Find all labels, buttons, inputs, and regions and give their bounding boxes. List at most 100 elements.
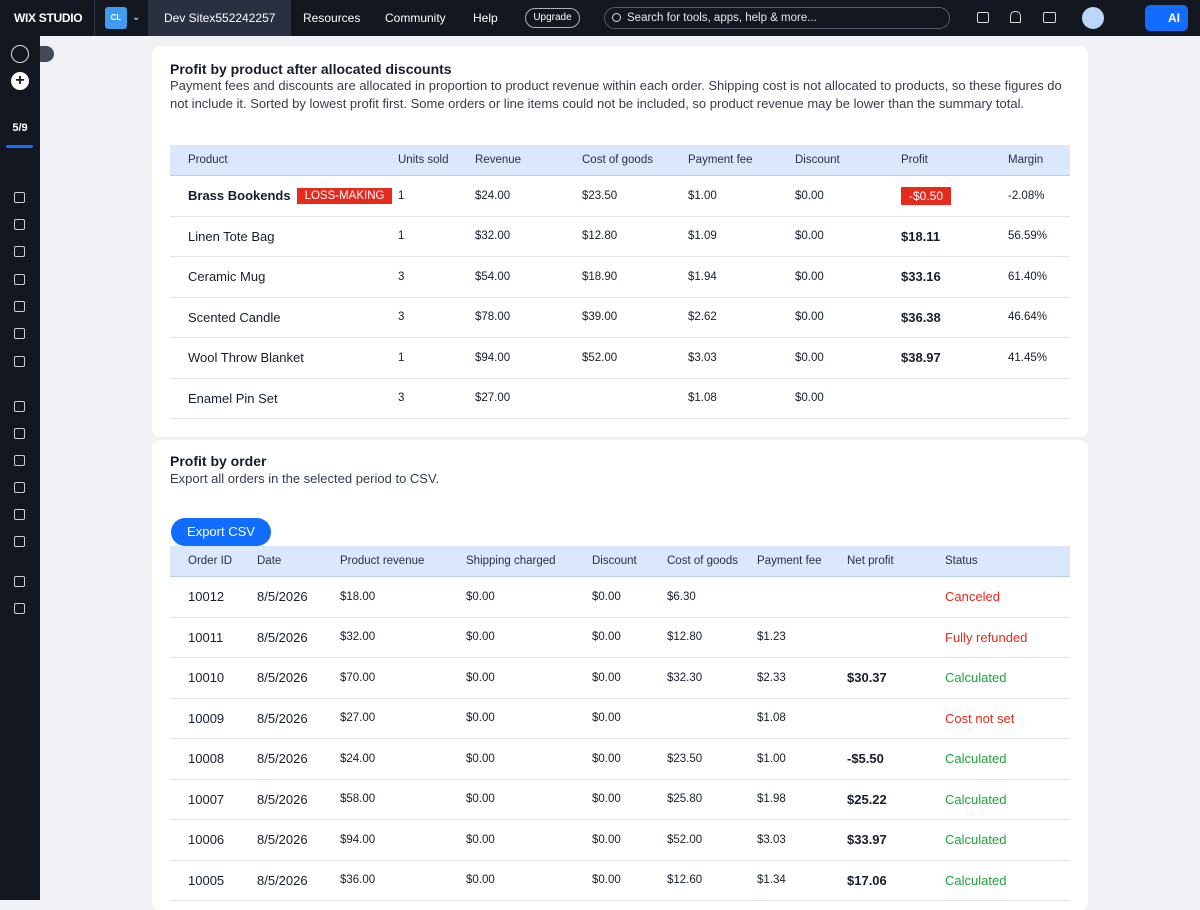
nav-item[interactable]: Resources <box>303 11 361 25</box>
table-cell: $52.00 <box>582 338 617 378</box>
table-cell: $12.60 <box>667 861 702 901</box>
table-cell: $23.50 <box>582 176 617 216</box>
upgrade-button[interactable]: Upgrade <box>525 8 580 28</box>
brand[interactable]: WIX STUDIO <box>14 11 83 25</box>
table-cell: 10010 <box>188 658 224 698</box>
nav-item[interactable]: Help <box>473 11 498 25</box>
table-row: Ceramic Mug 3 $54.00 $18.90 $1.94 $0.00 $33.16… <box>170 257 1070 298</box>
nav-icon[interactable] <box>14 455 25 466</box>
cell-text: 8/5/2026 <box>257 670 308 686</box>
cell-text: $25.22 <box>847 791 887 807</box>
table-cell: $24.00 <box>475 176 510 216</box>
ai-button[interactable]: AI <box>1145 5 1188 31</box>
column-header: Product <box>188 154 228 166</box>
nav-icon[interactable] <box>14 509 25 520</box>
search-icon <box>612 13 621 22</box>
cell-text: 10005 <box>188 872 225 888</box>
avatar[interactable] <box>1082 7 1104 29</box>
table-cell: $0.00 <box>795 176 824 216</box>
column-header: Cost of goods <box>667 555 738 567</box>
cell-text: 8/5/2026 <box>257 629 308 645</box>
table-cell: $27.00 <box>475 379 510 419</box>
nav-icon[interactable] <box>14 482 25 493</box>
table-cell: Brass Bookends LOSS-MAKING <box>188 176 393 216</box>
bell-icon[interactable] <box>1010 11 1021 23</box>
table-cell: $1.00 <box>688 176 717 216</box>
cell-text: $38.97 <box>901 350 941 366</box>
search-box[interactable]: Search for tools, apps, help & more... <box>604 7 950 29</box>
nav-icon[interactable] <box>14 428 25 439</box>
cell-text: $2.62 <box>688 311 717 324</box>
table-cell: $94.00 <box>340 820 375 860</box>
table-cell: $36.38 <box>901 298 941 338</box>
table-cell: $0.00 <box>592 577 621 617</box>
news-icon[interactable] <box>1043 12 1056 23</box>
table-cell: $3.03 <box>688 338 717 378</box>
table-cell: $6.30 <box>667 577 696 617</box>
nav-icon[interactable] <box>14 536 25 547</box>
site-badge[interactable]: CL <box>105 7 127 29</box>
cell-text: 10011 <box>188 629 224 645</box>
cell-text: 10009 <box>188 710 225 726</box>
table-header: Order ID Date Product revenue Shipping char… <box>170 546 1070 577</box>
favorite-button[interactable] <box>11 45 29 63</box>
table-cell: $1.98 <box>757 780 786 820</box>
cell-text: $1.23 <box>757 631 786 644</box>
table-cell: $1.23 <box>757 618 786 658</box>
table-cell: $0.00 <box>466 861 495 901</box>
nav-icon[interactable] <box>14 274 25 285</box>
table-cell: $52.00 <box>667 820 702 860</box>
cell-text: Canceled <box>945 589 1000 605</box>
nav-icon[interactable] <box>14 246 25 257</box>
cell-text: $12.80 <box>582 230 618 243</box>
cell-text: $0.00 <box>592 752 621 765</box>
add-button[interactable]: + <box>11 72 29 90</box>
nav-item[interactable]: Community <box>385 11 446 25</box>
cell-text: $25.80 <box>667 793 703 806</box>
table-cell: Wool Throw Blanket <box>188 338 304 378</box>
table-cell: $23.50 <box>667 739 702 779</box>
table-cell: 3 <box>398 379 404 419</box>
table-cell: $0.00 <box>466 658 495 698</box>
table-cell: Enamel Pin Set <box>188 379 278 419</box>
table-cell: $3.03 <box>757 820 786 860</box>
table-cell: 46.64% <box>1008 298 1047 338</box>
table-cell: $25.80 <box>667 780 702 820</box>
table-cell: 8/5/2026 <box>257 577 308 617</box>
cell-text: -$0.50 <box>901 186 952 205</box>
cell-text: $70.00 <box>340 671 376 684</box>
cell-text: $23.50 <box>667 752 703 765</box>
site-selector[interactable] <box>148 0 291 36</box>
nav-icon[interactable] <box>14 603 25 614</box>
nav-icon[interactable] <box>14 219 25 230</box>
cell-text: $33.16 <box>901 269 941 285</box>
expand-button[interactable] <box>40 46 54 62</box>
table-cell: $1.34 <box>757 861 786 901</box>
cell-text: $17.06 <box>847 872 887 888</box>
nav-icon[interactable] <box>14 301 25 312</box>
column-header: Product revenue <box>340 555 425 567</box>
cell-text: $2.33 <box>757 671 786 684</box>
nav-icon[interactable] <box>14 192 25 203</box>
table-cell: $0.00 <box>466 618 495 658</box>
cell-text: 3 <box>398 392 405 405</box>
cell-text: $1.09 <box>688 230 717 243</box>
nav-icon[interactable] <box>14 401 25 412</box>
table-cell: 3 <box>398 298 404 338</box>
nav-icon[interactable] <box>14 576 25 587</box>
cell-text: $0.00 <box>592 712 621 725</box>
column-header: Discount <box>592 555 637 567</box>
cell-text: $1.00 <box>757 752 786 765</box>
table-cell: -$5.50 <box>847 739 884 779</box>
export-button[interactable]: Export CSV <box>171 518 271 546</box>
table-row: 10009 8/5/2026 $27.00 $0.00 $0.00 $1.08 Cost n… <box>170 699 1070 739</box>
table-cell: Calculated <box>945 820 1006 860</box>
chat-icon[interactable] <box>977 12 989 23</box>
table-cell: $0.00 <box>592 658 621 698</box>
nav-icon[interactable] <box>14 356 25 367</box>
cell-text: $0.00 <box>466 874 495 887</box>
nav-icon[interactable] <box>14 328 25 339</box>
site-name[interactable]: Dev Sitex552242257 <box>164 11 276 25</box>
table-cell: $1.09 <box>688 217 717 257</box>
